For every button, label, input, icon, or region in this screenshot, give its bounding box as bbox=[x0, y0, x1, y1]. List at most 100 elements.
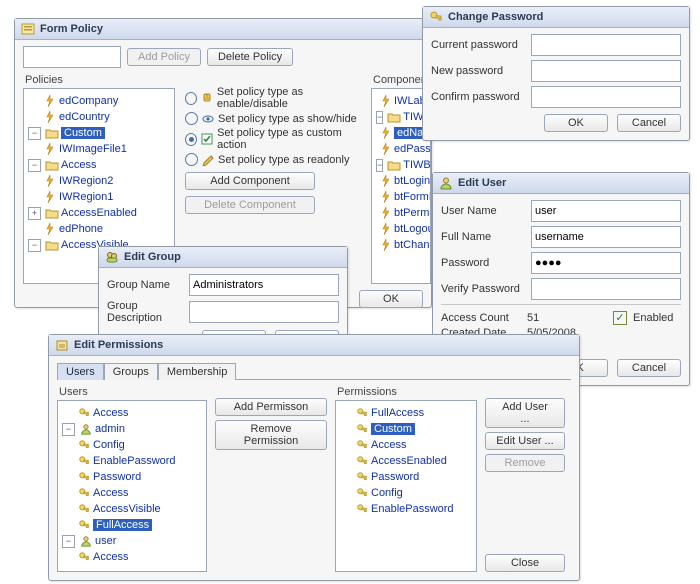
new-password-input[interactable] bbox=[531, 60, 681, 82]
expander-icon[interactable]: + bbox=[28, 207, 41, 220]
close-button[interactable]: Close bbox=[485, 554, 565, 572]
group-desc-input[interactable] bbox=[189, 301, 339, 323]
tree-node[interactable]: −user bbox=[60, 533, 202, 549]
remove-permission-button[interactable]: Remove Permission bbox=[215, 420, 327, 450]
permissions-header: Permissions bbox=[337, 386, 477, 398]
group-name-input[interactable] bbox=[189, 274, 339, 296]
tree-node[interactable]: btLogin bbox=[374, 173, 426, 189]
policy-type-option[interactable]: Set policy type as show/hide bbox=[185, 112, 361, 125]
expander-icon[interactable]: − bbox=[62, 535, 75, 548]
tree-node[interactable]: Config bbox=[60, 437, 202, 453]
key-icon bbox=[355, 407, 369, 419]
delete-component-button[interactable]: Delete Component bbox=[185, 196, 315, 214]
tree-node[interactable]: AccessVisible bbox=[60, 501, 202, 517]
tree-node[interactable]: Access bbox=[60, 405, 202, 421]
form-policy-ok-button[interactable]: OK bbox=[359, 290, 423, 308]
tree-node[interactable]: IWRegion1 bbox=[26, 189, 170, 205]
radio-icon[interactable] bbox=[185, 153, 198, 166]
tree-node[interactable]: edPass bbox=[374, 141, 426, 157]
edit-user-cancel-button[interactable]: Cancel bbox=[617, 359, 681, 377]
expander-icon[interactable]: − bbox=[376, 111, 383, 124]
tree-node-label: btChangePassword bbox=[394, 239, 431, 251]
password-input[interactable] bbox=[531, 252, 681, 274]
username-input[interactable] bbox=[531, 200, 681, 222]
tree-node-label: Password bbox=[93, 471, 141, 483]
radio-icon[interactable] bbox=[185, 92, 197, 105]
tab-membership[interactable]: Membership bbox=[158, 363, 237, 380]
add-user-button[interactable]: Add User ... bbox=[485, 398, 565, 428]
tab-groups[interactable]: Groups bbox=[104, 363, 158, 380]
tree-node[interactable]: +AccessEnabled bbox=[26, 205, 170, 221]
tree-node[interactable]: Access bbox=[60, 549, 202, 565]
policy-name-input[interactable] bbox=[23, 46, 121, 68]
tree-node[interactable]: Access bbox=[60, 485, 202, 501]
tree-node[interactable]: EnablePassword bbox=[60, 453, 202, 469]
tree-node[interactable]: Password bbox=[60, 469, 202, 485]
list-item-label: Custom bbox=[371, 423, 415, 435]
tree-node[interactable]: edCountry bbox=[26, 109, 170, 125]
tree-node[interactable]: FullAccess bbox=[60, 517, 202, 533]
delete-policy-button[interactable]: Delete Policy bbox=[207, 48, 293, 66]
tree-node[interactable]: edPhone bbox=[26, 221, 170, 237]
tab-users[interactable]: Users bbox=[57, 363, 104, 380]
edit-permissions-titlebar: Edit Permissions bbox=[49, 335, 579, 356]
tree-node[interactable]: −admin bbox=[60, 421, 202, 437]
fullname-input[interactable] bbox=[531, 226, 681, 248]
tree-node[interactable]: −TIWButton bbox=[374, 157, 426, 173]
list-item[interactable]: AccessEnabled bbox=[338, 453, 472, 469]
expander-icon[interactable]: − bbox=[62, 423, 75, 436]
permissions-list[interactable]: FullAccess Custom AccessAccessEnabledPassw… bbox=[335, 400, 477, 572]
radio-icon[interactable] bbox=[185, 112, 198, 125]
expander-icon[interactable]: − bbox=[28, 159, 41, 172]
enabled-label: Enabled bbox=[633, 312, 673, 324]
tree-node[interactable]: IWLab bbox=[374, 93, 426, 109]
tree-node[interactable]: edName bbox=[374, 125, 426, 141]
tree-node[interactable]: edCompany bbox=[26, 93, 170, 109]
policy-type-option[interactable]: Set policy type as enable/disable bbox=[185, 86, 361, 110]
change-password-title: Change Password bbox=[448, 11, 543, 23]
enabled-checkbox[interactable] bbox=[613, 311, 627, 325]
password-label: Password bbox=[441, 257, 525, 269]
list-item[interactable]: Config bbox=[338, 485, 472, 501]
bolt-icon bbox=[43, 95, 57, 107]
tree-node[interactable]: −Access bbox=[26, 157, 170, 173]
change-password-ok-button[interactable]: OK bbox=[544, 114, 608, 132]
key-icon bbox=[77, 471, 91, 483]
edit-user-button[interactable]: Edit User ... bbox=[485, 432, 565, 450]
add-policy-button[interactable]: Add Policy bbox=[127, 48, 201, 66]
new-password-label: New password bbox=[431, 65, 525, 77]
tree-node[interactable]: btPermissions bbox=[374, 205, 426, 221]
permissions-icon bbox=[55, 338, 69, 352]
tree-node[interactable]: btChangePassword bbox=[374, 237, 426, 253]
list-item[interactable]: Password bbox=[338, 469, 472, 485]
remove-user-button[interactable]: Remove bbox=[485, 454, 565, 472]
tree-node-label: IWRegion1 bbox=[59, 191, 113, 203]
tree-node[interactable]: −TIWEdit bbox=[374, 109, 426, 125]
radio-icon[interactable] bbox=[185, 133, 197, 146]
policy-type-label: Set policy type as readonly bbox=[218, 154, 349, 166]
change-password-cancel-button[interactable]: Cancel bbox=[617, 114, 681, 132]
expander-icon[interactable]: − bbox=[28, 239, 41, 252]
list-item[interactable]: Custom bbox=[338, 421, 472, 437]
tree-node[interactable]: btFormPolicy bbox=[374, 189, 426, 205]
add-permission-button[interactable]: Add Permisson bbox=[215, 398, 327, 416]
tree-node[interactable]: btLogout bbox=[374, 221, 426, 237]
policy-type-label: Set policy type as enable/disable bbox=[217, 86, 361, 110]
tree-node[interactable]: IWImageFile1 bbox=[26, 141, 170, 157]
tree-node-label: FullAccess bbox=[93, 519, 152, 531]
expander-icon[interactable]: − bbox=[28, 127, 41, 140]
add-component-button[interactable]: Add Component bbox=[185, 172, 315, 190]
expander-icon[interactable]: − bbox=[376, 159, 383, 172]
policy-type-option[interactable]: Set policy type as readonly bbox=[185, 153, 361, 166]
policy-type-option[interactable]: Set policy type as custom action bbox=[185, 127, 361, 151]
confirm-password-input[interactable] bbox=[531, 86, 681, 108]
verify-password-input[interactable] bbox=[531, 278, 681, 300]
list-item[interactable]: EnablePassword bbox=[338, 501, 472, 517]
folder-icon bbox=[45, 207, 59, 219]
tree-node[interactable]: IWRegion2 bbox=[26, 173, 170, 189]
users-tree[interactable]: Access−adminConfigEnablePasswordPassword… bbox=[57, 400, 207, 572]
current-password-input[interactable] bbox=[531, 34, 681, 56]
list-item[interactable]: FullAccess bbox=[338, 405, 472, 421]
tree-node[interactable]: −Custom bbox=[26, 125, 170, 141]
list-item[interactable]: Access bbox=[338, 437, 472, 453]
